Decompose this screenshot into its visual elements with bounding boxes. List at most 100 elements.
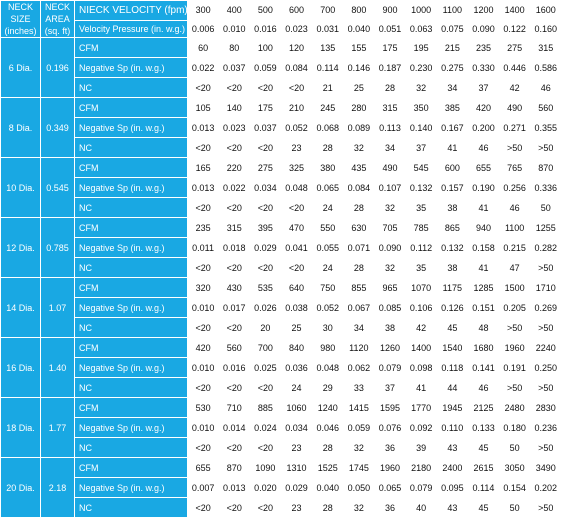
value-cell: 0.065: [373, 477, 407, 498]
value-cell: <20: [218, 137, 251, 158]
value-cell: <20: [218, 257, 251, 278]
value-cell: 560: [218, 337, 251, 358]
value-cell: 30: [311, 317, 344, 338]
table-header: NECK SIZE (inches) NECK AREA (sq. ft) NI…: [0, 0, 561, 39]
value-cell: 315: [529, 37, 561, 58]
table-row: 14 Dia. 1.07 CFM 320 430 535 640 750 855 965 1070 1…: [0, 277, 561, 338]
value-cell: 44: [436, 377, 469, 398]
value-cell: 750: [311, 277, 344, 298]
neck-area-cell: 0.196: [40, 37, 75, 98]
row-label: NC: [74, 377, 188, 398]
row-label: CFM: [74, 277, 188, 298]
value-cell: 235: [186, 217, 220, 238]
value-cell: 0.113: [373, 117, 407, 138]
value-cell: 0.079: [405, 477, 438, 498]
row-label: Negative Sp (in. w.g.): [74, 417, 188, 438]
row-label: NC: [74, 497, 188, 518]
value-cell: 600: [436, 157, 469, 178]
row-label: Negative Sp (in. w.g.): [74, 357, 188, 378]
value-cell: 385: [436, 97, 469, 118]
value-cell: 38: [436, 197, 469, 218]
value-cell: 0.013: [218, 477, 251, 498]
value-cell: <20: [218, 197, 251, 218]
value-cell: 840: [280, 337, 313, 358]
value-cell: 0.059: [249, 57, 282, 78]
value-cell: 24: [311, 257, 344, 278]
value-cell: 965: [373, 277, 407, 298]
value-cell: 0.446: [498, 57, 531, 78]
value-cell: 50: [498, 437, 531, 458]
value-cell: 32: [342, 497, 375, 518]
value-cell: 0.007: [186, 477, 220, 498]
value-cell: 0.146: [342, 57, 375, 78]
value-cell: 0.236: [529, 417, 561, 438]
value-cell: 50: [529, 197, 561, 218]
value-cell: 45: [436, 317, 469, 338]
value-cell: 0.026: [249, 297, 282, 318]
neck-area-cell: 1.07: [40, 277, 75, 338]
value-cell: 0.048: [280, 177, 313, 198]
value-cell: 41: [467, 257, 500, 278]
value-cell: 0.040: [311, 477, 344, 498]
value-cell: 28: [342, 197, 375, 218]
neck-area-cell: 1.40: [40, 337, 75, 398]
value-cell: 23: [280, 437, 313, 458]
neck-area-cell: 0.545: [40, 157, 75, 218]
value-cell: 0.106: [405, 297, 438, 318]
value-cell: 530: [186, 397, 220, 418]
value-cell: 28: [311, 137, 344, 158]
velocity-cell: 600: [280, 0, 313, 21]
value-cell: 0.154: [498, 477, 531, 498]
value-cell: 0.018: [218, 237, 251, 258]
value-cell: <20: [218, 497, 251, 518]
value-cell: 320: [186, 277, 220, 298]
value-cell: 42: [498, 77, 531, 98]
value-cell: <20: [249, 497, 282, 518]
value-cell: 60: [186, 37, 220, 58]
value-cell: 1745: [342, 457, 375, 478]
velocity-cell: 700: [311, 0, 344, 21]
velocity-pressure-cell: 0.031: [311, 19, 344, 39]
value-cell: >50: [529, 257, 561, 278]
value-cell: 0.250: [529, 357, 561, 378]
value-cell: 39: [405, 437, 438, 458]
value-cell: 0.256: [498, 177, 531, 198]
value-cell: 220: [218, 157, 251, 178]
velocity-pressure-cell: 0.122: [498, 19, 531, 39]
value-cell: 0.052: [280, 117, 313, 138]
value-cell: 0.023: [218, 117, 251, 138]
value-cell: 25: [280, 317, 313, 338]
value-cell: 37: [467, 77, 500, 98]
value-cell: 28: [311, 437, 344, 458]
value-cell: <20: [249, 137, 282, 158]
value-cell: <20: [280, 257, 313, 278]
value-cell: 175: [373, 37, 407, 58]
value-cell: 700: [249, 337, 282, 358]
value-cell: 0.112: [405, 237, 438, 258]
value-cell: 47: [498, 257, 531, 278]
value-cell: 0.282: [529, 237, 561, 258]
value-cell: 1400: [405, 337, 438, 358]
value-cell: 0.336: [529, 177, 561, 198]
table-row: Negative Sp (in. w.g.) 0.010 0.016 0.025 0.0…: [1, 357, 561, 378]
value-cell: 1710: [529, 277, 561, 298]
value-cell: 135: [311, 37, 344, 58]
value-cell: 0.067: [342, 297, 375, 318]
neck-area-cell: 2.18: [40, 457, 75, 518]
value-cell: 435: [342, 157, 375, 178]
header-neck-size: NECK SIZE (inches): [0, 0, 41, 38]
value-cell: 490: [498, 97, 531, 118]
value-cell: 45: [467, 497, 500, 518]
value-cell: 0.132: [405, 177, 438, 198]
velocity-pressure-cell: 0.023: [280, 19, 313, 39]
value-cell: 23: [280, 137, 313, 158]
value-cell: >50: [498, 137, 531, 158]
velocity-cell: 1100: [436, 0, 469, 21]
neck-size-cell: 20 Dia.: [0, 457, 41, 518]
value-cell: 0.059: [342, 417, 375, 438]
value-cell: 1090: [249, 457, 282, 478]
value-cell: >50: [498, 317, 531, 338]
value-cell: 0.095: [436, 477, 469, 498]
performance-table: NECK SIZE (inches) NECK AREA (sq. ft) NI…: [0, 0, 561, 518]
value-cell: 42: [405, 317, 438, 338]
